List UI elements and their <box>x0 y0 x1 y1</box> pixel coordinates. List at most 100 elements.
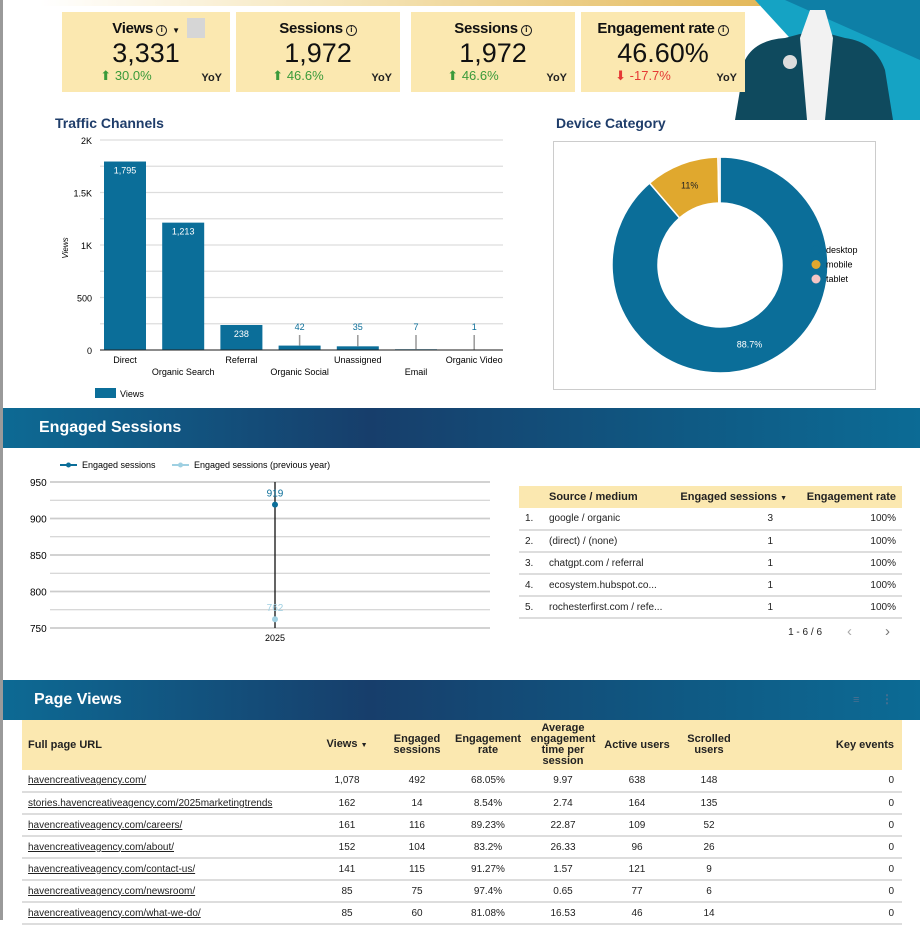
engagement-rate-cell: 100% <box>787 552 902 574</box>
col-header[interactable]: Average engagement time per session <box>524 720 602 770</box>
dropdown-icon[interactable]: ▼ <box>172 26 180 35</box>
metric-cell: 97.4% <box>452 880 524 902</box>
metric-cell: 83.2% <box>452 836 524 858</box>
col-header[interactable]: Engagement rate <box>452 720 524 770</box>
page-url-link[interactable]: stories.havencreativeagency.com/2025mark… <box>22 792 312 814</box>
metric-cell: 16.53 <box>524 902 602 924</box>
kpi-delta: ⬆ 30.0% <box>62 68 190 84</box>
section-title: Engaged Sessions <box>39 419 181 437</box>
y-tick-label: 2K <box>81 136 92 146</box>
metric-cell: 26 <box>672 836 746 858</box>
traffic-channels-chart[interactable]: 05001K1.5K2KViews1,795Direct1,213Organic… <box>40 130 510 405</box>
col-header[interactable]: Key events <box>746 720 902 770</box>
metric-cell: 148 <box>672 770 746 792</box>
col-source-medium[interactable]: Source / medium <box>549 486 667 508</box>
bar-organic-social <box>279 346 321 350</box>
x-tick-label: Organic Video <box>446 355 503 365</box>
data-label: 1,213 <box>172 227 195 237</box>
prev-page-button[interactable]: ‹ <box>847 623 852 640</box>
metric-cell: 152 <box>312 836 382 858</box>
metric-cell: 116 <box>382 814 452 836</box>
source-medium-table: Source / medium Engaged sessions ▼ Engag… <box>519 486 902 645</box>
kpi-delta: ⬆ 46.6% <box>411 68 535 84</box>
kpi-delta: ⬇ -17.7% <box>581 68 705 84</box>
legend-dot <box>812 246 821 255</box>
metric-cell: 0 <box>746 836 902 858</box>
col-header[interactable]: Scrolled users <box>672 720 746 770</box>
legend-swatch <box>95 388 116 398</box>
col-header[interactable]: Full page URL <box>22 720 312 770</box>
y-axis-label: Views <box>61 237 70 258</box>
legend-label: Engaged sessions (previous year) <box>194 460 330 470</box>
metric-cell: 68.05% <box>452 770 524 792</box>
bar-unassigned <box>337 346 379 350</box>
engagement-rate-cell: 100% <box>787 530 902 552</box>
data-label: 42 <box>295 322 305 332</box>
kpi-yoy-label: YoY <box>371 72 392 84</box>
more-options-icon[interactable]: ⋮ <box>881 692 893 706</box>
x-tick-label: 2025 <box>265 633 285 643</box>
legend-label: mobile <box>826 260 853 270</box>
metric-cell: 164 <box>602 792 672 814</box>
page-url-link[interactable]: havencreativeagency.com/about/ <box>22 836 312 858</box>
legend-label: Views <box>120 389 144 399</box>
y-tick-label: 750 <box>30 624 47 635</box>
col-engaged-sessions[interactable]: Engaged sessions ▼ <box>667 486 787 508</box>
y-tick-label: 500 <box>77 294 92 304</box>
metric-cell: 96 <box>602 836 672 858</box>
page-url-link[interactable]: havencreativeagency.com/contact-us/ <box>22 858 312 880</box>
metric-cell: 638 <box>602 770 672 792</box>
metric-cell: 75 <box>382 880 452 902</box>
legend-label: desktop <box>826 245 858 255</box>
kpi-yoy-label: YoY <box>716 72 737 84</box>
data-point <box>272 502 278 508</box>
col-header[interactable]: Views ▼ <box>312 720 382 770</box>
metric-cell: 26.33 <box>524 836 602 858</box>
data-point <box>272 616 278 622</box>
col-header[interactable]: Active users <box>602 720 672 770</box>
source-medium-cell: chatgpt.com / referral <box>549 552 667 574</box>
kpi-value: 1,972 <box>411 38 575 69</box>
y-tick-label: 1.5K <box>73 189 92 199</box>
metric-cell: 0 <box>746 814 902 836</box>
arrow-up-icon: ⬆ <box>272 68 283 83</box>
legend-label: tablet <box>826 274 849 284</box>
metric-cell: 60 <box>382 902 452 924</box>
info-icon[interactable]: i <box>521 25 532 36</box>
metric-cell: 91.27% <box>452 858 524 880</box>
metric-cell: 89.23% <box>452 814 524 836</box>
page-url-link[interactable]: havencreativeagency.com/ <box>22 770 312 792</box>
col-header[interactable]: Engaged sessions <box>382 720 452 770</box>
page-url-link[interactable]: havencreativeagency.com/careers/ <box>22 814 312 836</box>
info-icon[interactable]: i <box>156 25 167 36</box>
kpi-yoy-label: YoY <box>201 72 222 84</box>
row-index: 3. <box>519 552 549 574</box>
x-tick-label: Unassigned <box>334 355 382 365</box>
row-index: 5. <box>519 596 549 618</box>
info-icon[interactable]: i <box>346 25 357 36</box>
slice-label: 88.7% <box>737 340 763 350</box>
page-url-link[interactable]: havencreativeagency.com/newsroom/ <box>22 880 312 902</box>
kpi-yoy-label: YoY <box>546 72 567 84</box>
next-page-button[interactable]: › <box>885 623 890 640</box>
data-label: 35 <box>353 322 363 332</box>
col-engagement-rate[interactable]: Engagement rate <box>787 486 902 508</box>
info-icon[interactable]: i <box>718 25 729 36</box>
metric-cell: 135 <box>672 792 746 814</box>
page-url-link[interactable]: havencreativeagency.com/what-we-do/ <box>22 902 312 924</box>
metric-cell: 8.54% <box>452 792 524 814</box>
metric-cell: 81.08% <box>452 902 524 924</box>
filter-icon[interactable]: ≡ <box>853 694 859 706</box>
engaged-sessions-cell: 1 <box>667 596 787 618</box>
bar-direct <box>104 162 146 350</box>
